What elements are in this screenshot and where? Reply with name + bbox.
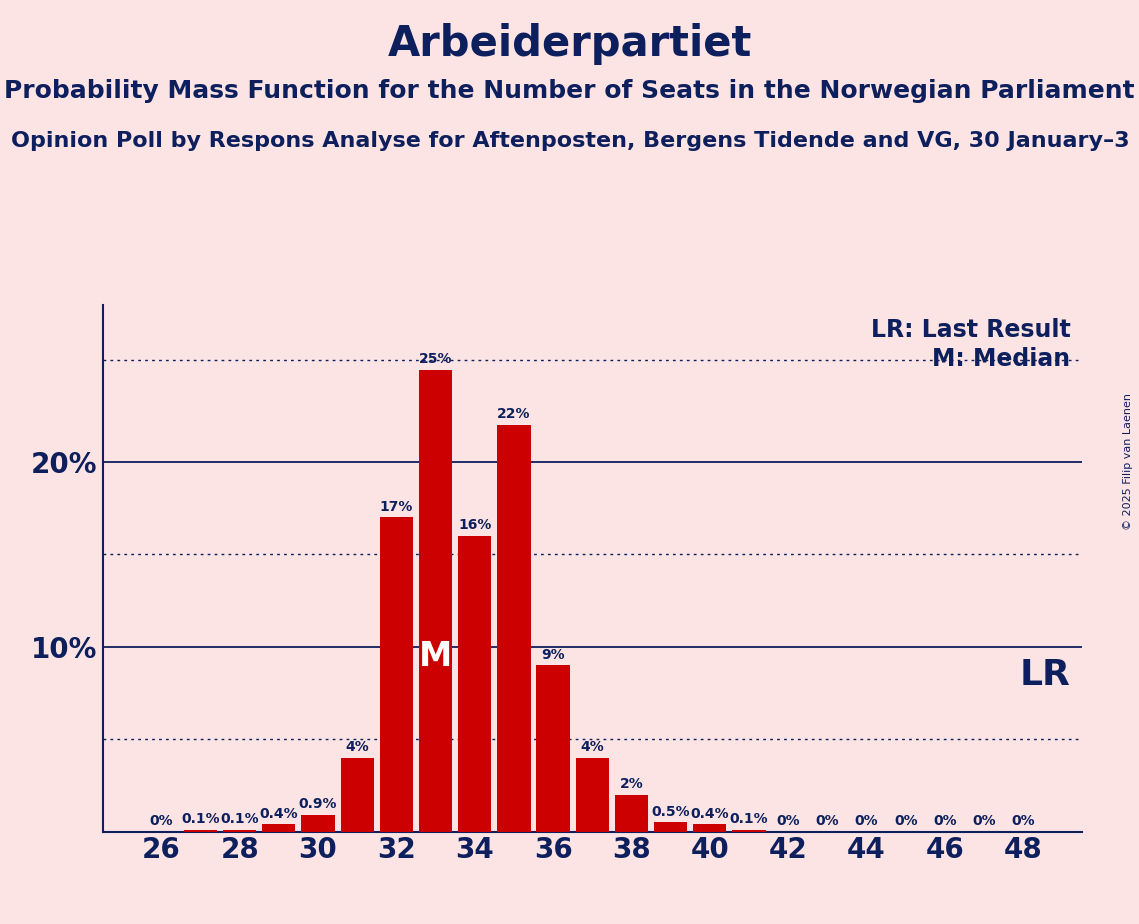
Bar bbox=[341, 758, 374, 832]
Text: 0.5%: 0.5% bbox=[652, 805, 690, 819]
Text: 9%: 9% bbox=[541, 648, 565, 662]
Text: 22%: 22% bbox=[497, 407, 531, 421]
Bar bbox=[302, 815, 335, 832]
Bar bbox=[379, 517, 413, 832]
Text: 2%: 2% bbox=[620, 777, 644, 791]
Text: 0%: 0% bbox=[973, 814, 995, 828]
Bar bbox=[536, 665, 570, 832]
Text: M: Median: M: Median bbox=[932, 347, 1071, 371]
Bar bbox=[694, 824, 727, 832]
Text: 0%: 0% bbox=[149, 814, 173, 828]
Bar bbox=[575, 758, 609, 832]
Text: 0%: 0% bbox=[894, 814, 918, 828]
Text: 0%: 0% bbox=[854, 814, 878, 828]
Text: © 2025 Filip van Laenen: © 2025 Filip van Laenen bbox=[1123, 394, 1133, 530]
Bar bbox=[458, 536, 491, 832]
Bar bbox=[183, 830, 218, 832]
Text: 0.9%: 0.9% bbox=[298, 797, 337, 811]
Text: 16%: 16% bbox=[458, 518, 491, 532]
Bar bbox=[262, 824, 295, 832]
Text: 0%: 0% bbox=[816, 814, 839, 828]
Bar bbox=[654, 822, 687, 832]
Text: Opinion Poll by Respons Analyse for Aftenposten, Bergens Tidende and VG, 30 Janu: Opinion Poll by Respons Analyse for Afte… bbox=[11, 131, 1139, 152]
Bar bbox=[419, 370, 452, 832]
Text: 0%: 0% bbox=[933, 814, 957, 828]
Text: LR: Last Result: LR: Last Result bbox=[870, 318, 1071, 342]
Text: 0.1%: 0.1% bbox=[181, 812, 220, 826]
Text: 0.4%: 0.4% bbox=[690, 807, 729, 821]
Text: 0.1%: 0.1% bbox=[730, 812, 769, 826]
Text: 17%: 17% bbox=[379, 500, 413, 514]
Text: Arbeiderpartiet: Arbeiderpartiet bbox=[387, 23, 752, 65]
Bar bbox=[498, 425, 531, 832]
Text: 0.1%: 0.1% bbox=[220, 812, 259, 826]
Bar bbox=[732, 830, 765, 832]
Text: 0.4%: 0.4% bbox=[260, 807, 298, 821]
Text: 4%: 4% bbox=[345, 740, 369, 754]
Bar bbox=[615, 795, 648, 832]
Bar bbox=[223, 830, 256, 832]
Text: LR: LR bbox=[1019, 658, 1071, 691]
Text: 4%: 4% bbox=[581, 740, 604, 754]
Text: 0%: 0% bbox=[1011, 814, 1035, 828]
Text: 25%: 25% bbox=[419, 352, 452, 366]
Text: 0%: 0% bbox=[777, 814, 800, 828]
Text: M: M bbox=[419, 639, 452, 673]
Text: Probability Mass Function for the Number of Seats in the Norwegian Parliament: Probability Mass Function for the Number… bbox=[5, 79, 1134, 103]
